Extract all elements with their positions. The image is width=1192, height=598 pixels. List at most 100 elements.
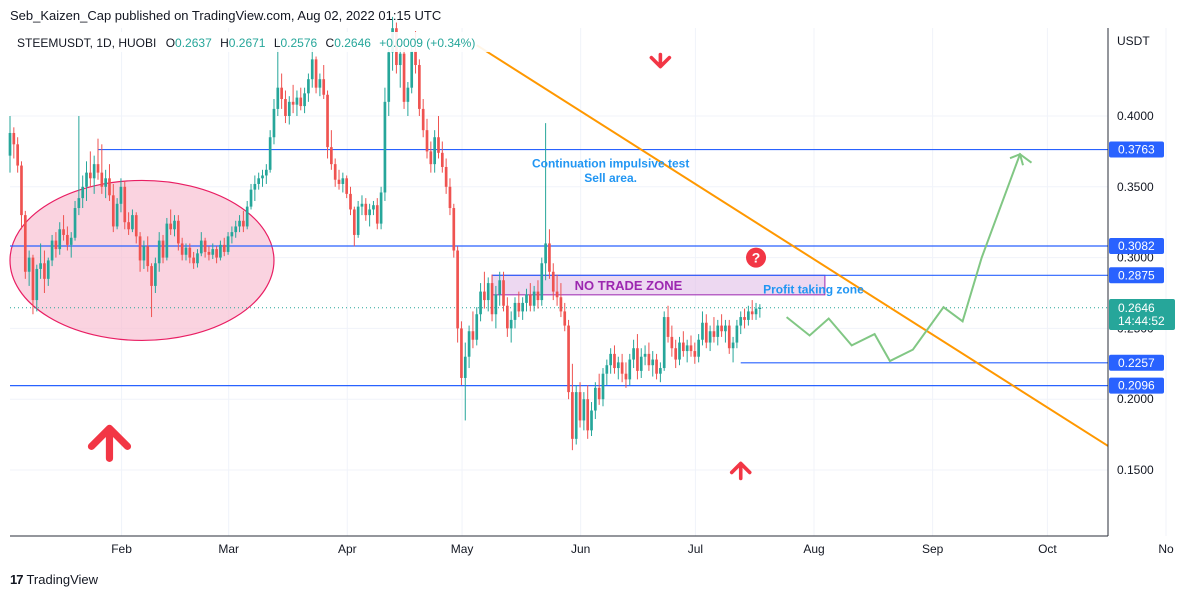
candle-body [314,59,318,88]
candle-body [180,243,184,255]
time-axis[interactable]: Feb Mar Apr May Jun Jul Aug Sep Oct No [111,542,1174,556]
candle-body [613,353,616,369]
no-trade-zone-label: NO TRADE ZONE [575,278,683,293]
candle-body [108,178,111,196]
projected-path-arrowhead [1009,152,1024,166]
candle-body [330,147,333,165]
candle-body [142,246,146,261]
candle-body [571,392,574,439]
candle-body [154,263,157,286]
candle-body [758,307,762,310]
candle-body [284,99,287,116]
candle-body [594,387,597,411]
candle-body [333,164,337,180]
candle-body [502,280,505,306]
candle-body [506,305,509,329]
candle-body [727,325,731,349]
question-mark-icon [746,247,767,268]
price-tick-label: 0.3500 [1117,180,1154,194]
candle-body [66,234,69,245]
price-tick-label: 0.3000 [1117,251,1154,265]
candle-body [20,165,23,216]
legend-line: STEEMUSDT, 1D, HUOBI O0.2637 H0.2671 L0.… [17,36,475,50]
candle-body [54,240,58,250]
candle-body [123,186,127,223]
candle-body [341,178,345,184]
candle-body [81,186,85,199]
legend-o-value: 0.2637 [175,36,212,50]
candle-body [659,368,662,374]
candle-body [601,373,605,400]
candle-body [620,362,624,374]
candle-body [544,243,547,264]
time-tick-label: Apr [338,542,357,556]
legend-change: +0.0009 (+0.34%) [379,36,475,50]
candle-body [219,244,222,258]
candle-body [609,353,612,366]
candle-body [379,192,383,224]
candle-body [352,209,356,235]
candle-body [161,240,165,258]
candle-body [632,348,635,360]
candle-body [437,137,440,153]
candle-body [475,314,479,340]
candle-body [540,263,544,301]
candle-body [444,166,448,187]
candle-body [62,229,65,235]
candle-body [131,215,134,230]
time-tick-label: Mar [218,542,239,556]
candle-body [89,172,92,179]
candle-body [383,101,387,193]
up-arrow-icon [729,461,752,481]
level-price-tags: 0.3763 0.3082 0.2875 0.2257 0.2096 [1109,141,1164,394]
candle-body [222,244,226,252]
candle-body [127,222,130,230]
candle-body [678,342,681,360]
legend-h-label: H [220,36,229,50]
candle-body [8,132,12,156]
legend-h-value: 0.2671 [229,36,266,50]
candle-body [655,359,658,374]
annotation-text: Profit taking zone [763,282,864,296]
candle-body [192,257,195,264]
candle-body [452,208,456,251]
candle-body [146,246,150,267]
down-arrow-icon [649,52,672,69]
candle-body [639,356,643,371]
legend-l-value: 0.2576 [281,36,318,50]
candle-body [291,101,295,105]
price-tick-label: 0.2000 [1117,392,1154,406]
time-tick-label: Sep [922,542,944,556]
candle-body [188,247,192,258]
candle-body [647,353,651,366]
candle-body [448,186,452,209]
candle-body [597,387,601,400]
candle-body [69,237,73,245]
candle-body [35,268,39,301]
candle-body [111,195,115,227]
publish-header: Seb_Kaizen_Cap published on TradingView.… [10,8,442,23]
candle-body [92,164,96,179]
candle-body [689,345,693,352]
candle-body [716,325,720,337]
level-tag-label: 0.3082 [1118,239,1155,253]
candle-body [134,215,138,237]
candle-body [104,178,107,187]
footer: 17 TradingView [10,572,98,587]
time-tick-label: May [451,542,474,556]
candle-body [440,152,444,167]
candle-body [697,339,700,357]
candle-body [467,331,471,357]
candle-body [253,183,257,190]
footer-brand: TradingView [26,572,99,587]
last-price-tag: 0.2646 14:44:52 [1109,299,1175,330]
candle-body [23,215,27,272]
candle-body [720,325,723,332]
candle-body [58,229,62,250]
tradingview-logo-icon: 17 [10,572,24,587]
candle-body [295,97,299,105]
candle-body [525,294,528,303]
